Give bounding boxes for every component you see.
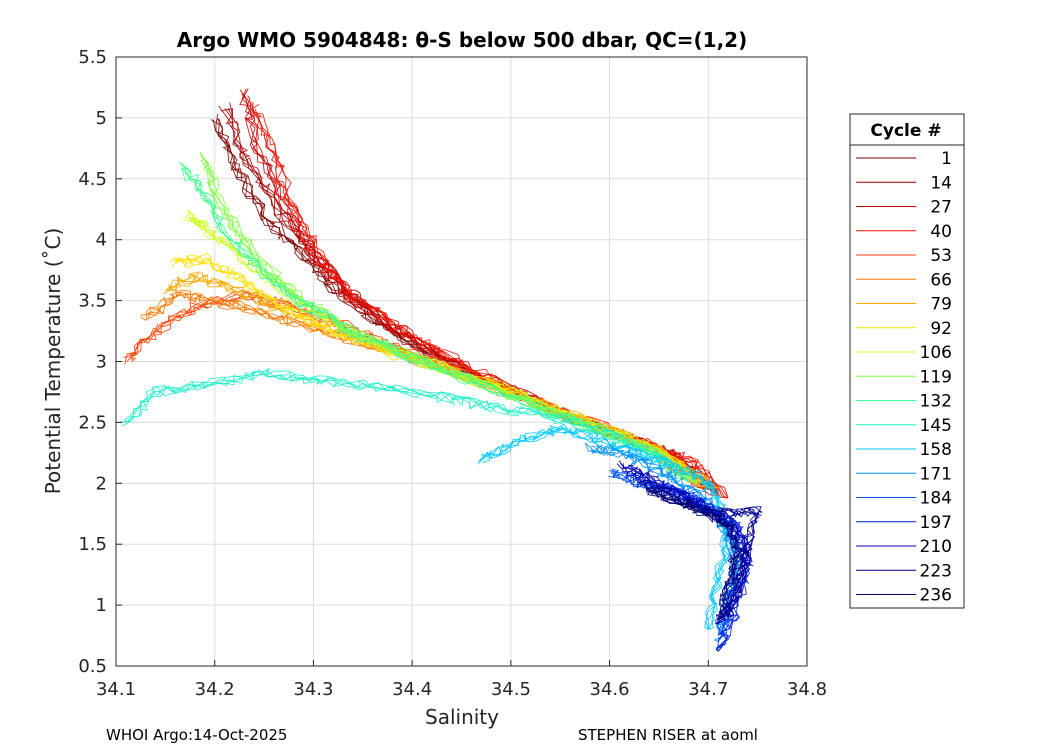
y-tick-label: 2 [96, 473, 107, 494]
legend-label: 79 [930, 295, 952, 315]
y-tick-label: 5.5 [78, 47, 107, 68]
legend-label: 184 [920, 489, 952, 509]
x-tick-label: 34.5 [491, 679, 531, 700]
x-tick-label: 34.4 [392, 679, 432, 700]
legend-label: 158 [920, 440, 952, 460]
series-line [477, 427, 728, 630]
series-line [120, 367, 670, 460]
y-tick-label: 1 [96, 595, 107, 616]
y-tick-label: 2.5 [78, 412, 107, 433]
footer-left: WHOI Argo:14-Oct-2025 [106, 726, 288, 744]
series-line [584, 442, 737, 643]
legend-label: 53 [930, 246, 952, 266]
series-line [645, 488, 745, 621]
x-tick-label: 34.8 [787, 679, 827, 700]
legend-label: 171 [920, 464, 952, 484]
y-axis-label: Potential Temperature (˚C) [41, 228, 65, 495]
series-line [478, 423, 730, 630]
series-158 [477, 423, 732, 630]
legend-label: 106 [920, 343, 952, 363]
series-236 [645, 484, 745, 621]
series-line [616, 463, 752, 624]
legend-title: Cycle # [870, 121, 941, 141]
legend-label: 14 [930, 173, 952, 193]
legend-box [849, 113, 965, 609]
legend-label: 66 [930, 270, 952, 290]
x-tick-label: 34.7 [688, 679, 728, 700]
series-line [200, 159, 699, 484]
legend-label: 210 [920, 537, 952, 557]
series-group [120, 88, 763, 652]
footer-right: STEPHEN RISER at aoml [578, 726, 758, 744]
x-axis-label: Salinity [425, 705, 499, 729]
legend-label: 197 [920, 513, 952, 533]
series-line [640, 480, 762, 618]
y-tick-label: 3 [96, 352, 107, 373]
legend-label: 119 [920, 367, 952, 387]
legend-label: 1 [941, 149, 952, 169]
x-tick-label: 34.6 [590, 679, 630, 700]
series-145 [120, 367, 670, 461]
legend-label: 132 [920, 392, 952, 412]
legend-label: 236 [920, 586, 952, 606]
legend-label: 223 [920, 561, 952, 581]
y-axis-ticks: 0.5 1 1.5 2 2.5 3 3.5 4 4.5 5 5.5 [78, 47, 122, 677]
y-tick-label: 4.5 [78, 169, 107, 190]
y-tick-label: 5 [96, 108, 107, 129]
series-line [649, 489, 744, 621]
chart-title: Argo WMO 5904848: θ-S below 500 dbar, QC… [177, 28, 747, 52]
series-line [480, 425, 732, 630]
series-line [201, 154, 699, 484]
y-tick-label: 0.5 [78, 656, 107, 677]
series-line [129, 369, 669, 460]
legend-label: 92 [930, 319, 952, 339]
series-line [147, 293, 709, 487]
series-line [121, 370, 670, 461]
x-tick-label: 34.2 [195, 679, 235, 700]
legend-label: 40 [930, 222, 952, 242]
x-axis-ticks: 34.1 34.2 34.3 34.4 34.5 34.6 34.7 34.8 [96, 660, 827, 700]
y-tick-label: 3.5 [78, 291, 107, 312]
legend-label: 27 [930, 198, 952, 218]
x-tick-label: 34.3 [293, 679, 333, 700]
legend-label: 145 [920, 416, 952, 436]
y-tick-label: 1.5 [78, 534, 107, 555]
legend: Cycle # 1 14 27 40 53 66 79 92 106 119 132 145 158 17… [849, 113, 965, 609]
legend-entries: 1 14 27 40 53 66 79 92 106 119 132 145 158 171 184 197 2… [856, 149, 952, 606]
series-line [179, 162, 689, 482]
x-tick-label: 34.1 [96, 679, 136, 700]
y-tick-label: 4 [96, 230, 107, 251]
